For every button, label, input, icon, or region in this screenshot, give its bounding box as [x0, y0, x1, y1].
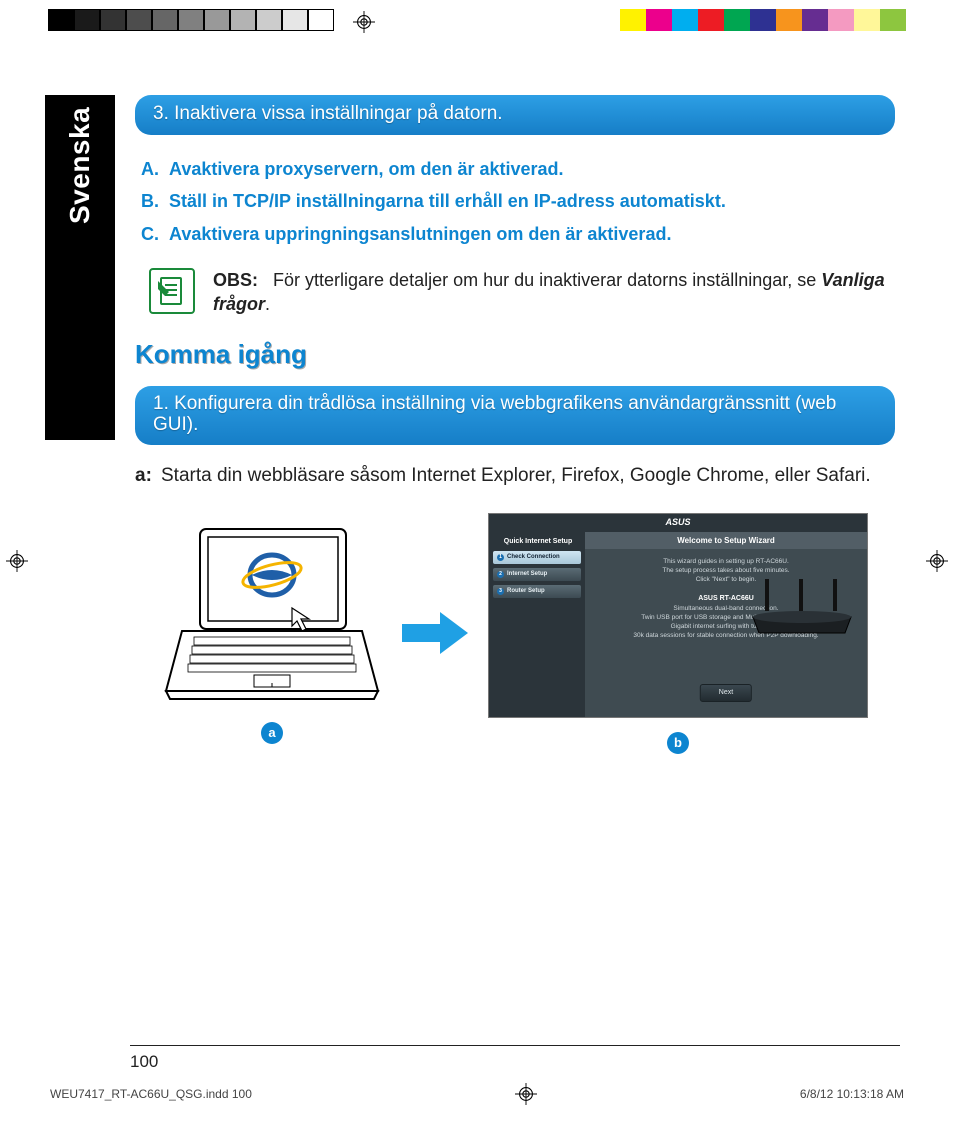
swatch	[698, 9, 724, 31]
swatch	[178, 9, 204, 31]
print-color-strip	[0, 9, 954, 34]
color-swatches	[620, 9, 906, 34]
wizard-side-title: Quick Internet Setup	[493, 538, 581, 545]
step-3-bar: 3. Inaktivera vissa inställningar på dat…	[135, 95, 895, 135]
note-box: OBS: För ytterligare detaljer om hur du …	[149, 268, 895, 317]
wizard-sidebar: Quick Internet Setup 1Check Connection 2…	[489, 532, 585, 717]
registration-mark-icon	[353, 11, 375, 33]
swatch	[646, 9, 672, 31]
substep-a: a: Starta din webbläsare såsom Internet …	[135, 463, 895, 489]
wizard-side-item[interactable]: 1Check Connection	[493, 551, 581, 564]
note-label: OBS:	[213, 270, 258, 290]
swatch	[750, 9, 776, 31]
wizard-side-label: Router Setup	[507, 588, 545, 594]
swatch	[620, 9, 646, 31]
substep-key: B.	[141, 185, 169, 217]
footer-timestamp: 6/8/12 10:13:18 AM	[800, 1087, 904, 1101]
substep-row: A.Avaktivera proxyservern, om den är akt…	[141, 153, 895, 185]
setup-wizard-screenshot: ASUS Quick Internet Setup 1Check Connect…	[488, 513, 868, 718]
substep-a-text: Starta din webbläsare såsom Internet Exp…	[161, 463, 871, 489]
wizard-main-title: Welcome to Setup Wizard	[585, 532, 867, 549]
section-heading: Komma igång	[135, 339, 895, 370]
figure-label-a: a	[261, 722, 283, 744]
swatch	[880, 9, 906, 31]
note-body-c: .	[265, 294, 270, 314]
substep-key: A.	[141, 153, 169, 185]
substep-row: B.Ställ in TCP/IP inställningarna till e…	[141, 185, 895, 217]
step-1-bar: 1. Konfigurera din trådlösa inställning …	[135, 386, 895, 446]
swatch	[230, 9, 256, 31]
swatch	[724, 9, 750, 31]
swatch	[802, 9, 828, 31]
swatch	[126, 9, 152, 31]
grayscale-swatches	[48, 9, 334, 34]
footer-filename: WEU7417_RT-AC66U_QSG.indd 100	[50, 1087, 252, 1101]
page-content: Svenska 3. Inaktivera vissa inställninga…	[45, 95, 905, 754]
substep-key: C.	[141, 218, 169, 250]
figure-label-b: b	[667, 732, 689, 754]
wizard-side-label: Internet Setup	[507, 571, 547, 577]
wizard-next-button[interactable]: Next	[700, 684, 752, 702]
wizard-side-item[interactable]: 2Internet Setup	[493, 568, 581, 581]
swatch	[308, 9, 334, 31]
registration-mark-icon	[926, 550, 948, 572]
wizard-figure: ASUS Quick Internet Setup 1Check Connect…	[488, 513, 868, 754]
print-footer: WEU7417_RT-AC66U_QSG.indd 100 6/8/12 10:…	[50, 1083, 904, 1105]
wizard-line: This wizard guides in setting up RT-AC66…	[595, 557, 857, 566]
laptop-figure: a	[162, 523, 382, 744]
wizard-side-item[interactable]: 3Router Setup	[493, 585, 581, 598]
swatch	[282, 9, 308, 31]
swatch	[152, 9, 178, 31]
swatch	[256, 9, 282, 31]
substep-list: A.Avaktivera proxyservern, om den är akt…	[141, 153, 895, 250]
registration-mark-icon	[6, 550, 28, 572]
note-icon	[149, 268, 195, 314]
diagram-row: a ASUS Quick Internet Setup 1Check Conne…	[135, 513, 895, 754]
wizard-line: The setup process takes about five minut…	[595, 566, 857, 575]
note-body-a: För ytterligare detaljer om hur du inakt…	[273, 270, 821, 290]
page-number: 100	[130, 1045, 900, 1072]
laptop-icon	[162, 523, 382, 703]
substep-text: Avaktivera proxyservern, om den är aktiv…	[169, 153, 564, 185]
swatch	[204, 9, 230, 31]
language-tab: Svenska	[45, 95, 115, 440]
swatch	[48, 9, 74, 31]
note-text: OBS: För ytterligare detaljer om hur du …	[213, 268, 895, 317]
wizard-main: Welcome to Setup Wizard This wizard guid…	[585, 532, 867, 717]
substep-text: Ställ in TCP/IP inställningarna till erh…	[169, 185, 726, 217]
swatch	[74, 9, 100, 31]
substep-row: C.Avaktivera uppringningsanslutningen om…	[141, 218, 895, 250]
substep-text: Avaktivera uppringningsanslutningen om d…	[169, 218, 671, 250]
swatch	[100, 9, 126, 31]
arrow-icon	[400, 608, 470, 658]
registration-mark-icon	[515, 1083, 537, 1105]
swatch	[854, 9, 880, 31]
wizard-side-label: Check Connection	[507, 554, 560, 560]
swatch	[776, 9, 802, 31]
substep-a-key: a:	[135, 463, 161, 489]
swatch	[828, 9, 854, 31]
router-icon	[747, 577, 857, 637]
wizard-brand: ASUS	[489, 514, 867, 532]
swatch	[672, 9, 698, 31]
